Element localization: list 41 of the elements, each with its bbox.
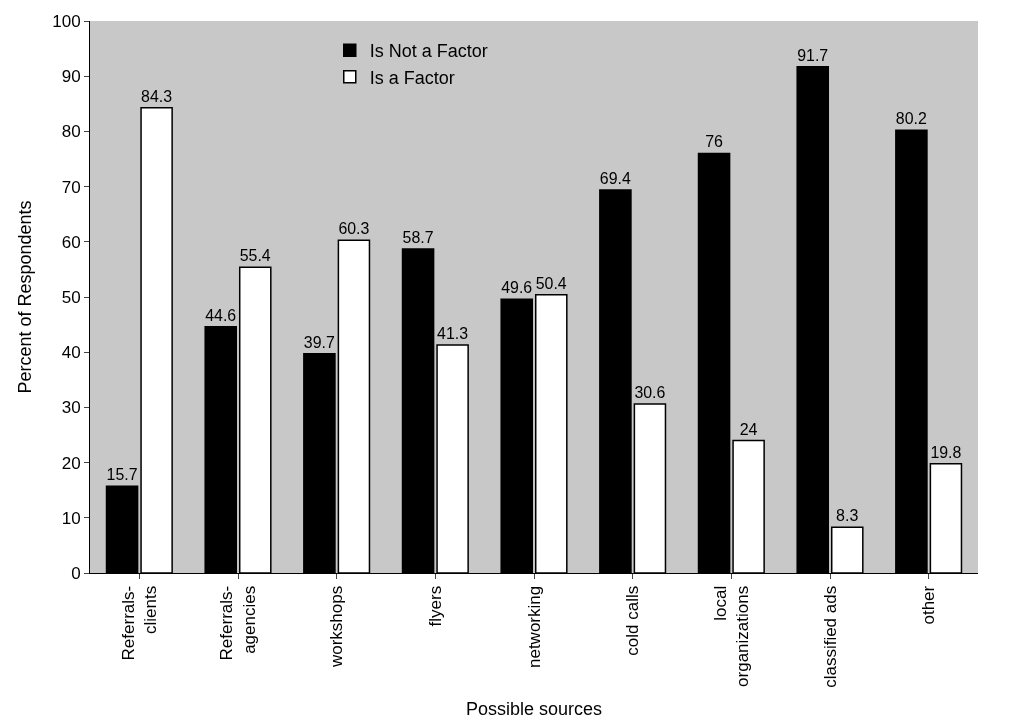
data-label: 8.3: [836, 507, 859, 525]
x-tick-label: networking: [524, 585, 544, 669]
y-tick-label: 0: [71, 563, 81, 583]
data-label: 24: [739, 420, 758, 438]
data-label: 15.7: [106, 466, 138, 484]
data-label: 30.6: [634, 384, 666, 402]
y-tick-label: 20: [61, 453, 81, 473]
data-label: 91.7: [797, 46, 829, 64]
data-label: 60.3: [338, 220, 370, 238]
data-label: 69.4: [599, 169, 631, 187]
data-label: 55.4: [239, 247, 271, 265]
y-tick-label: 90: [61, 67, 81, 87]
y-tick-label: 100: [52, 11, 81, 31]
legend-label: Is a Factor: [369, 67, 455, 88]
data-label: 39.7: [303, 333, 335, 351]
x-tick-label: Referrals- clients: [118, 585, 160, 661]
data-label: 41.3: [437, 325, 469, 343]
y-tick-label: 60: [61, 232, 81, 252]
data-label: 19.8: [930, 443, 962, 461]
x-tick-label: other: [919, 585, 939, 625]
data-label: 58.7: [402, 229, 434, 246]
data-label: 44.6: [205, 306, 237, 324]
data-label: 76: [705, 133, 724, 151]
y-tick-label: 50: [61, 287, 81, 307]
x-tick-label: workshops: [327, 585, 347, 669]
x-tick-label: classified ads: [820, 585, 840, 688]
y-tick-label: 10: [61, 508, 81, 528]
x-axis-title: Possible sources: [465, 698, 603, 719]
legend-label: Is Not a Factor: [369, 41, 488, 62]
data-label: 49.6: [501, 279, 533, 297]
data-label: 84.3: [141, 87, 173, 105]
x-tick-label: cold calls: [623, 585, 643, 656]
y-axis-title: Percent of Respondents: [15, 200, 36, 394]
data-label: 80.2: [895, 110, 927, 128]
data-label: 50.4: [535, 274, 567, 292]
y-tick-label: 30: [61, 398, 81, 418]
y-tick-label: 80: [61, 122, 81, 142]
y-tick-label: 40: [61, 343, 81, 363]
x-tick-label: Referrals- agencies: [217, 585, 259, 661]
x-tick-label: flyers: [425, 585, 445, 627]
y-tick-label: 70: [61, 177, 81, 197]
